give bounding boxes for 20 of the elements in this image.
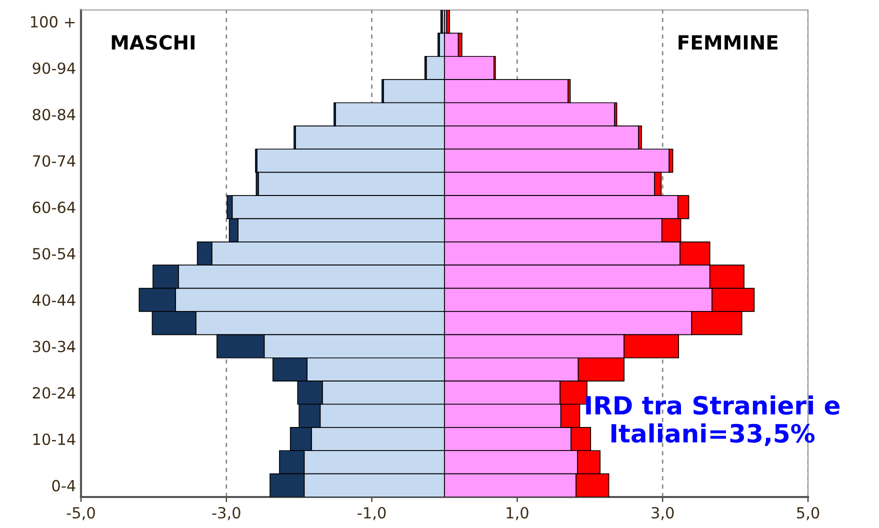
annotation: MASCHI [112, 35, 194, 50]
y-tick-label: 90-94 [32, 62, 76, 74]
x-tick-label: 3,0 [652, 506, 674, 520]
x-tick-label: -1,0 [358, 506, 386, 520]
y-tick-label: 30-34 [32, 340, 76, 352]
x-tick-label: 1,0 [506, 506, 528, 520]
y-tick-label: 40-44 [32, 294, 76, 306]
annotation: IRD tra Stranieri e Italiani=33,5% [586, 395, 840, 446]
y-tick-label: 0-4 [52, 480, 76, 492]
y-tick-label: 10-14 [33, 433, 76, 446]
y-tick-label: 100 + [31, 16, 75, 28]
x-tick-label: 5,0 [797, 506, 820, 520]
x-tick-label: -3,0 [212, 506, 240, 520]
x-tick-label: -5,0 [66, 506, 95, 520]
y-tick-label: 60-64 [32, 202, 76, 214]
y-tick-label: 80-84 [32, 108, 76, 120]
annotation: FEMMINE [678, 35, 778, 50]
y-tick-label: 70-74 [33, 155, 76, 167]
y-tick-label: 50-54 [32, 248, 76, 260]
y-tick-label: 20-24 [32, 387, 76, 399]
